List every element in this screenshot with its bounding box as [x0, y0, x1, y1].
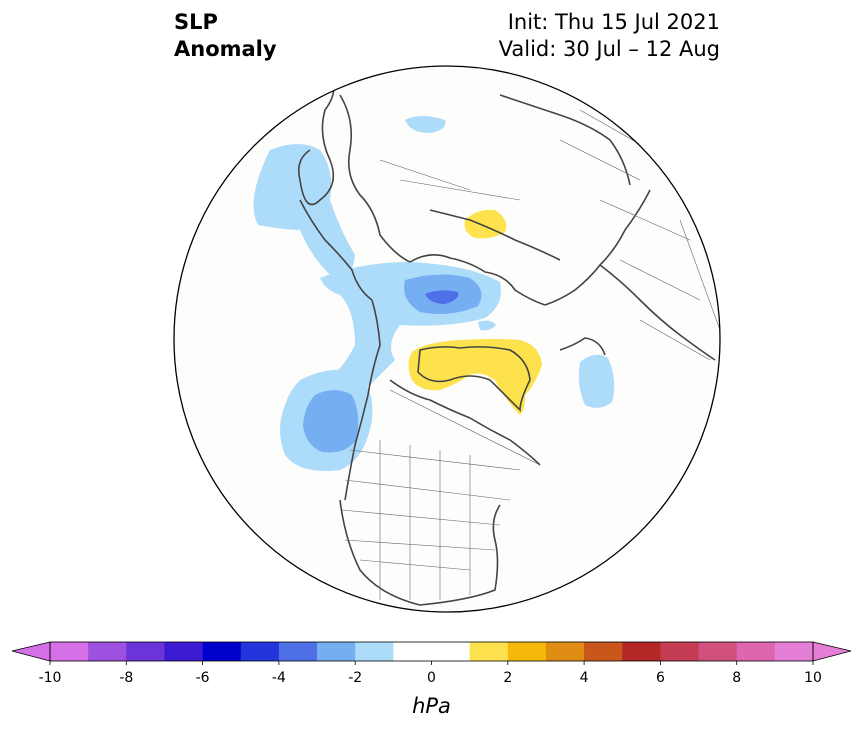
- title-anomaly: Anomaly: [174, 37, 277, 61]
- colorbar-tick-label: -6: [196, 670, 210, 686]
- colorbar-box: [240, 642, 280, 661]
- colorbar-box: [126, 642, 165, 661]
- colorbar-tick-label: -8: [119, 670, 133, 686]
- colorbar-tick-label: -10: [39, 670, 62, 686]
- colorbar-box: [584, 642, 623, 661]
- colorbar-box: [622, 642, 661, 661]
- colorbar-box: [164, 642, 204, 661]
- anomaly-atlantic-negative: [578, 354, 615, 408]
- colorbar-box: [88, 642, 127, 661]
- colorbar-box: [355, 642, 394, 661]
- colorbar-ticks: -10 -8 -6 -4 -2 0 2 4 6 8 10: [39, 661, 822, 686]
- colorbar-box: [50, 642, 89, 661]
- anomaly-baltic-negative: [478, 320, 496, 331]
- colorbar-tick-label: 4: [580, 670, 589, 686]
- colorbar-tick-label: 6: [656, 670, 665, 686]
- colorbar: -10 -8 -6 -4 -2 0 2 4 6 8 10: [11, 641, 852, 686]
- title-slp: SLP: [174, 10, 218, 34]
- colorbar-box: [698, 642, 738, 661]
- colorbar-box: [317, 642, 356, 661]
- init-date: Init: Thu 15 Jul 2021: [507, 10, 720, 34]
- colorbar-tick-label: -2: [348, 670, 362, 686]
- anomaly-greenland-positive: [408, 339, 542, 415]
- colorbar-box: [393, 642, 432, 661]
- colorbar-box: [545, 642, 585, 661]
- colorbar-under-arrow: [11, 641, 51, 662]
- colorbar-box: [202, 642, 242, 661]
- colorbar-box: [660, 642, 700, 661]
- colorbar-box: [431, 642, 471, 661]
- map-disc: [174, 66, 720, 612]
- colorbar-over-arrow: [812, 641, 852, 662]
- colorbar-tick-label: 8: [732, 670, 741, 686]
- colorbar-box: [469, 642, 509, 661]
- unit-label: hPa: [412, 694, 451, 718]
- polar-map: [173, 65, 721, 613]
- colorbar-tick-label: 2: [503, 670, 512, 686]
- colorbar-tick-label: 0: [427, 670, 436, 686]
- coastlines: [297, 71, 716, 606]
- anomaly-beaufort-deep: [425, 290, 459, 304]
- map-border: [173, 65, 721, 613]
- anomaly-pacific-core: [303, 390, 359, 453]
- valid-range: Valid: 30 Jul – 12 Aug: [498, 37, 720, 61]
- title-right: Init: Thu 15 Jul 2021 Valid: 30 Jul – 12…: [499, 9, 720, 63]
- anomaly-kara-sea: [405, 116, 446, 133]
- colorbar-box: [278, 642, 318, 661]
- colorbar-tick-label: -4: [272, 670, 286, 686]
- colorbar-box: [507, 642, 547, 661]
- colorbar-box: [736, 642, 776, 661]
- colorbar-boxes: [50, 642, 814, 661]
- title-left: SLP Anomaly: [174, 9, 277, 63]
- colorbar-tick-label: 10: [804, 670, 822, 686]
- colorbar-box: [774, 642, 814, 661]
- borders: [341, 109, 720, 600]
